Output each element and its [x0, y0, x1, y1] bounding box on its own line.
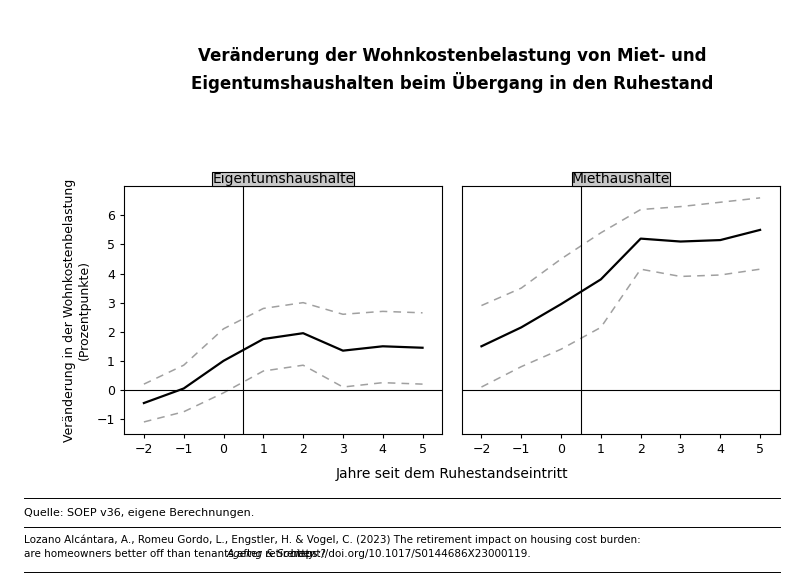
- Text: Quelle: SOEP v36, eigene Berechnungen.: Quelle: SOEP v36, eigene Berechnungen.: [24, 508, 254, 519]
- Text: Veränderung der Wohnkostenbelastung von Miet- und
Eigentumshaushalten beim Überg: Veränderung der Wohnkostenbelastung von …: [191, 47, 713, 93]
- Y-axis label: Veränderung in der Wohnkostenbelastung
(Prozentpunkte): Veränderung in der Wohnkostenbelastung (…: [63, 178, 91, 442]
- Text: Eigentumshaushalte: Eigentumshaushalte: [212, 172, 354, 186]
- Text: Jahre seit dem Ruhestandseintritt: Jahre seit dem Ruhestandseintritt: [336, 467, 568, 481]
- Text: Lozano Alcántara, A., Romeu Gordo, L., Engstler, H. & Vogel, C. (2023) The retir: Lozano Alcántara, A., Romeu Gordo, L., E…: [24, 535, 641, 545]
- Text: are homeowners better off than tenants after retirement?: are homeowners better off than tenants a…: [24, 549, 330, 559]
- Text: Ageing & Society: Ageing & Society: [227, 549, 316, 559]
- Text: . https://doi.org/10.1017/S0144686X23000119.: . https://doi.org/10.1017/S0144686X23000…: [284, 549, 530, 559]
- Text: Miethaushalte: Miethaushalte: [571, 172, 670, 186]
